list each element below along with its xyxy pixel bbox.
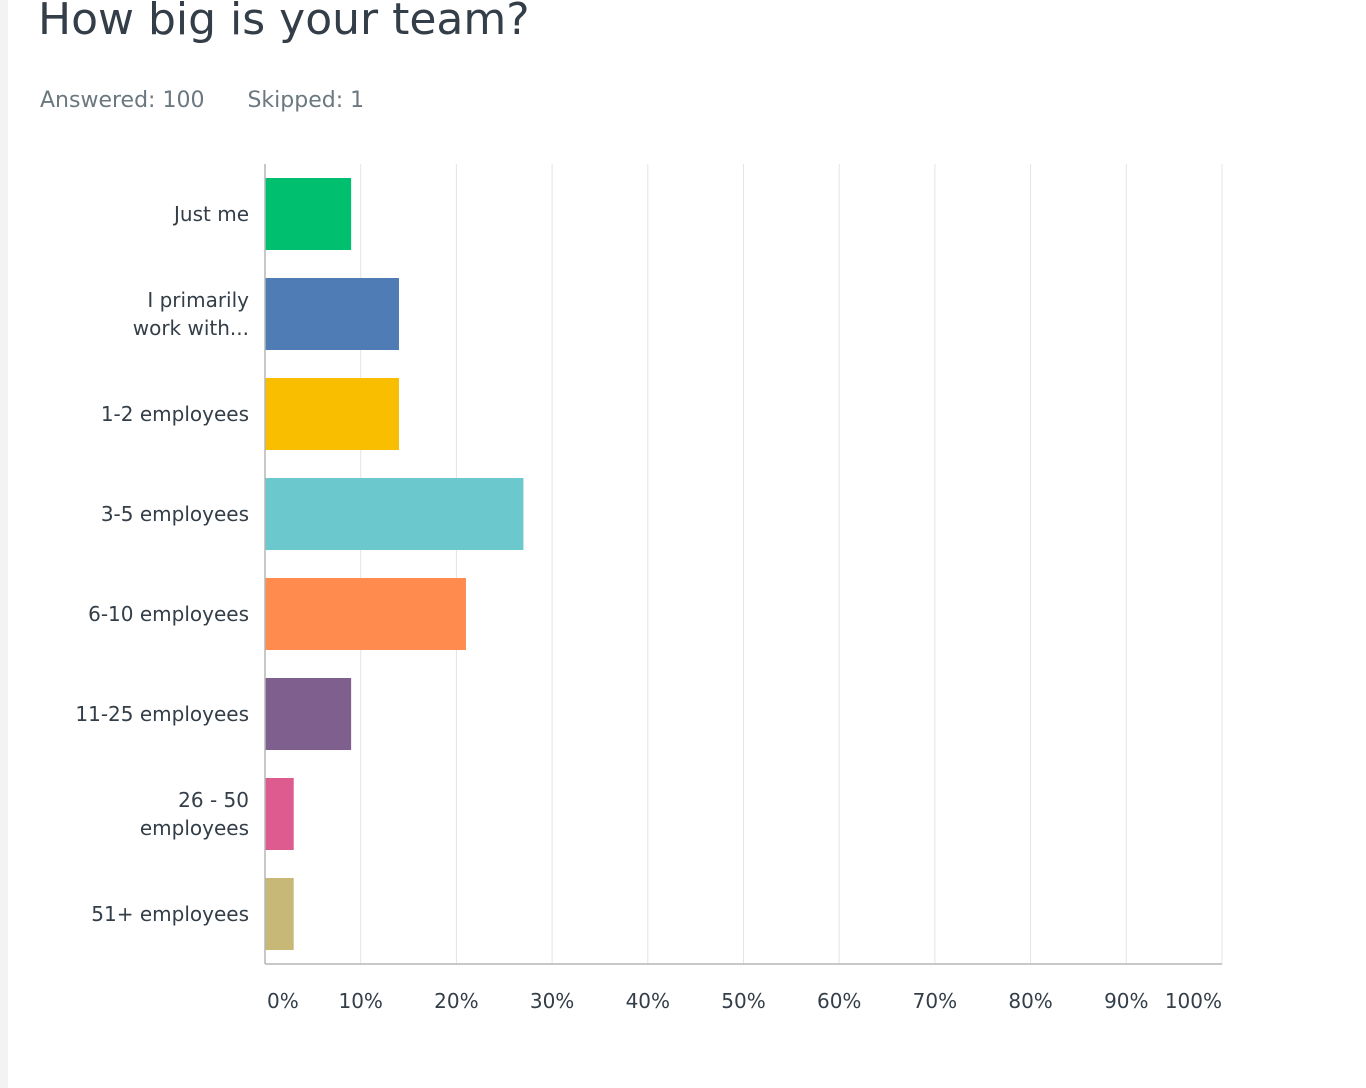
tick-label: 80%: [1008, 989, 1052, 1013]
tick-label: 50%: [721, 989, 765, 1013]
category-label: 1-2 employees: [101, 402, 249, 426]
bar: [265, 478, 524, 550]
bar: [265, 578, 466, 650]
category-label: Just me: [172, 202, 249, 226]
answered-count: Answered: 100: [40, 88, 205, 113]
category-label: 26 - 50 employees: [140, 788, 249, 840]
category-label: 6-10 employees: [88, 602, 249, 626]
bar: [265, 378, 399, 450]
tick-label: 60%: [817, 989, 861, 1013]
tick-label: 30%: [530, 989, 574, 1013]
category-label: 51+ employees: [91, 902, 249, 926]
response-stats: Answered: 100 Skipped: 1: [40, 88, 400, 113]
category-label: 3-5 employees: [101, 502, 249, 526]
left-border: [0, 0, 8, 1088]
bar: [265, 878, 294, 950]
bar: [265, 178, 352, 250]
tick-label: 10%: [338, 989, 382, 1013]
category-label: I primarily work with...: [133, 288, 249, 340]
category-label: 11-25 employees: [75, 702, 249, 726]
tick-label: 100%: [1165, 989, 1222, 1013]
question-title: How big is your team?: [38, 0, 530, 45]
tick-label: 40%: [626, 989, 670, 1013]
tick-label: 0%: [267, 989, 299, 1013]
skipped-count: Skipped: 1: [247, 88, 365, 113]
tick-label: 70%: [913, 989, 957, 1013]
bar: [265, 278, 399, 350]
tick-label: 20%: [434, 989, 478, 1013]
tick-label: 90%: [1104, 989, 1148, 1013]
bar: [265, 678, 352, 750]
bar: [265, 778, 294, 850]
